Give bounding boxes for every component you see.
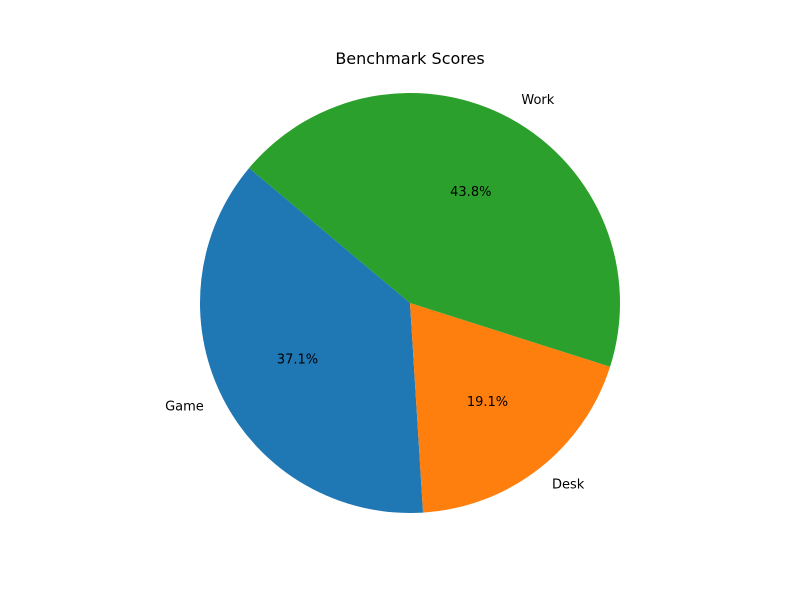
slice-label-work: Work [521, 93, 554, 108]
chart-title: Benchmark Scores [335, 49, 484, 68]
pie-slices [199, 92, 621, 513]
pie-slice-desk [410, 303, 611, 513]
pie-labels: Game 37.1% Desk 19.1% Work 43.8% [165, 93, 585, 493]
slice-label-desk: Desk [552, 478, 585, 493]
pie-slice-work [249, 92, 621, 367]
slice-percent-work: 43.8% [450, 185, 491, 200]
pie-slice-game [199, 168, 424, 513]
slice-percent-game: 37.1% [277, 352, 318, 367]
slice-percent-desk: 19.1% [467, 395, 508, 410]
slice-label-game: Game [165, 400, 204, 415]
